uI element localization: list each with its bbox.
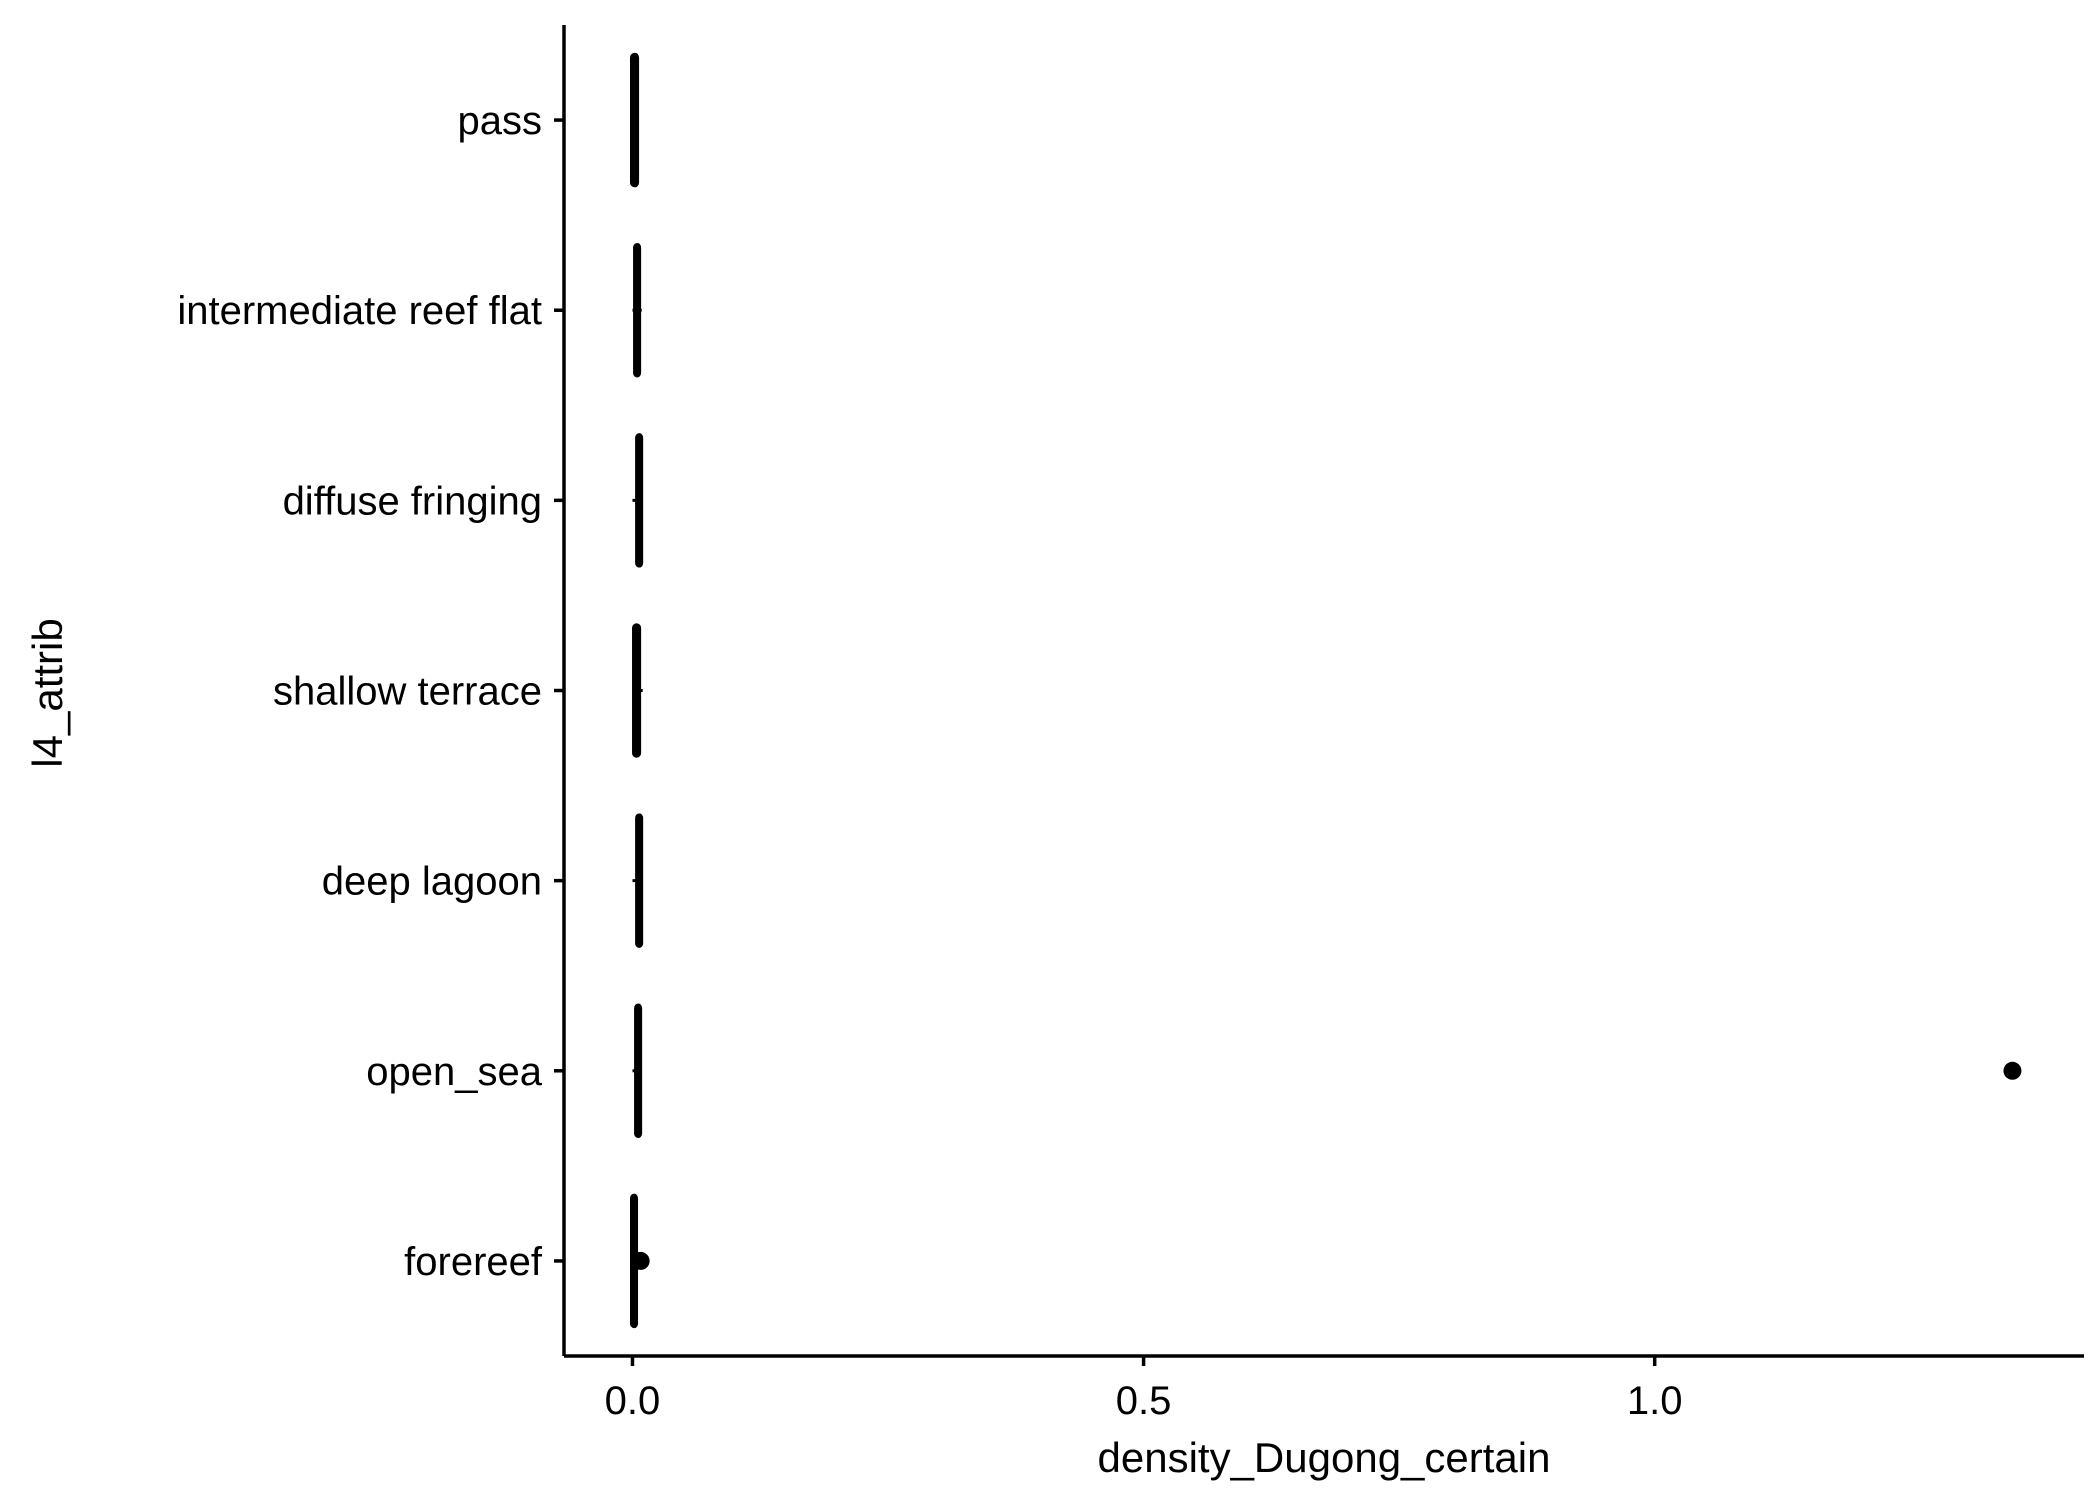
box-open-sea	[632, 1003, 2022, 1138]
y-axis-ticks: pass intermediate reef flat diffuse fringi…	[177, 99, 564, 1284]
box-diffuse-fringing	[632, 433, 644, 568]
y-tick-label: forereef	[404, 1240, 543, 1284]
box-forereef	[629, 1193, 650, 1329]
y-tick-label: diffuse fringing	[283, 479, 542, 523]
x-axis-title: density_Dugong_certain	[1098, 1434, 1551, 1481]
box-shallow-terrace	[632, 623, 643, 758]
box-deep-lagoon	[632, 813, 644, 948]
y-tick-label: open_sea	[366, 1050, 542, 1094]
x-tick-label: 0.5	[1116, 1379, 1172, 1423]
plot-area	[629, 52, 2022, 1329]
y-tick-label: deep lagoon	[322, 860, 542, 904]
y-axis-title: l4_attrib	[24, 618, 71, 767]
x-tick-label: 0.0	[605, 1379, 661, 1423]
outlier-point	[631, 1251, 650, 1270]
y-tick-label: shallow terrace	[273, 670, 542, 714]
y-tick-label: intermediate reef flat	[177, 289, 542, 333]
box-intermediate-reef-flat	[632, 243, 642, 378]
y-tick-label: pass	[458, 99, 543, 143]
x-tick-label: 1.0	[1627, 1379, 1683, 1423]
outlier-point	[2003, 1061, 2022, 1080]
box-pass	[629, 52, 640, 188]
x-axis-ticks: 0.0 0.5 1.0	[605, 1356, 1683, 1423]
